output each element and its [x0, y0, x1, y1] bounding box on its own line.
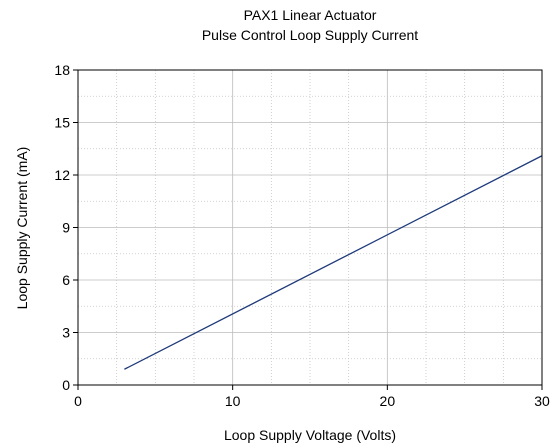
x-tick-label: 0 [74, 393, 82, 409]
y-tick-label: 15 [54, 115, 70, 131]
series-line [124, 155, 543, 370]
major-gridlines [78, 70, 542, 385]
y-tick-label: 9 [62, 220, 70, 236]
y-tick-label: 3 [62, 325, 70, 341]
y-tick-label: 18 [54, 62, 70, 78]
x-tick-label: 30 [534, 393, 550, 409]
x-tick-label: 20 [380, 393, 396, 409]
minor-gridlines [78, 70, 542, 385]
x-axis-label: Loop Supply Voltage (Volts) [224, 427, 396, 443]
chart-title: PAX1 Linear Actuator [244, 7, 377, 23]
y-tick-label: 0 [62, 377, 70, 393]
y-tick-label: 6 [62, 272, 70, 288]
x-tick-label: 10 [225, 393, 241, 409]
y-axis-label: Loop Supply Current (mA) [14, 147, 30, 310]
y-tick-label: 12 [54, 167, 70, 183]
y-axis-ticks: 0 3 6 9 12 15 18 [54, 62, 78, 393]
x-axis-ticks: 0 10 20 30 [74, 385, 550, 409]
chart-subtitle: Pulse Control Loop Supply Current [202, 27, 418, 43]
series-layer [124, 155, 543, 370]
